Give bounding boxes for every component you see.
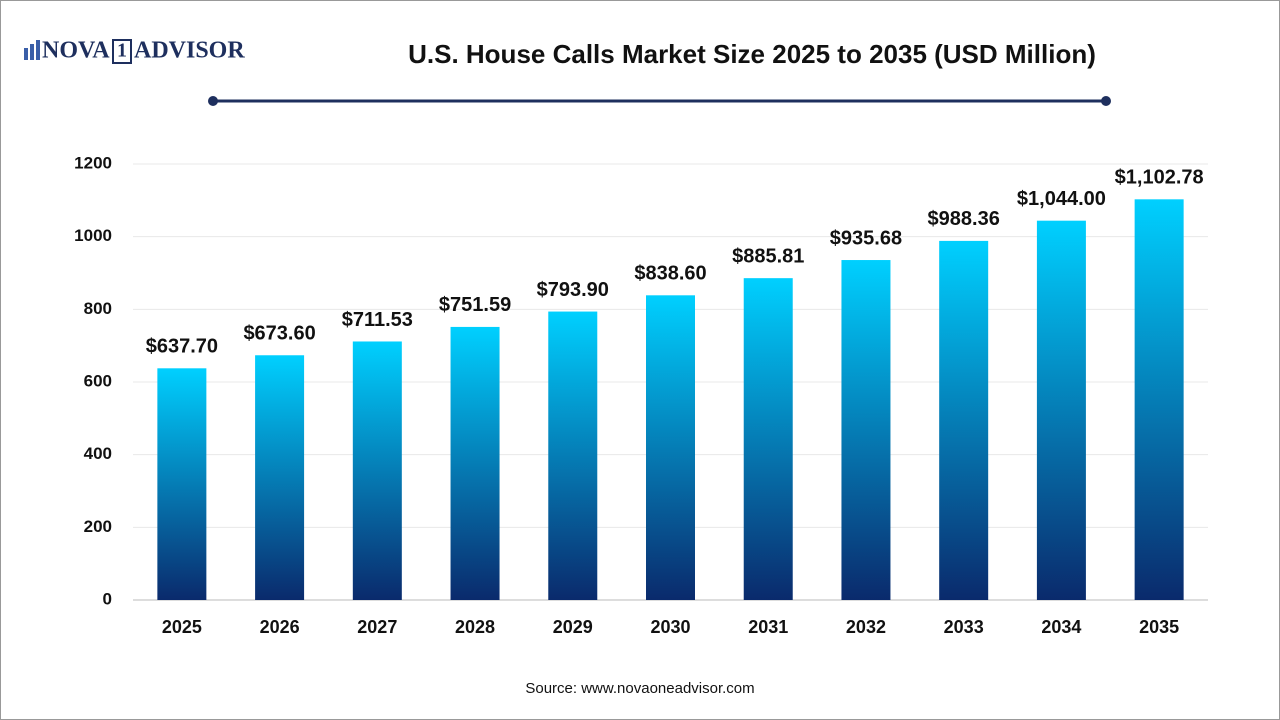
value-label: $793.90 [537,279,609,301]
logo-text: ADVISOR [134,38,245,64]
chart-title: U.S. House Calls Market Size 2025 to 203… [408,39,1096,69]
x-tick-label: 2033 [944,617,984,637]
value-label: $935.68 [830,227,902,249]
x-tick-label: 2031 [748,617,788,637]
bar [841,260,891,600]
bar [743,278,793,600]
x-tick-label: 2026 [260,617,300,637]
rule-dot [1101,96,1111,106]
logo-bar [30,44,34,60]
y-tick-label: 600 [84,371,112,390]
value-label: $988.36 [928,208,1000,230]
value-label: $1,044.00 [1017,188,1106,210]
value-label: $1,102.78 [1115,167,1204,189]
rule-dot [208,96,218,106]
y-tick-label: 400 [84,444,112,463]
logo-mark: 1 [117,40,127,62]
x-tick-label: 2030 [650,617,690,637]
logo-text: NOVA [42,38,110,64]
logo-bar [36,40,40,60]
bar [450,326,500,600]
y-tick-label: 1000 [74,226,112,245]
source: Source: www.novaoneadvisor.com [525,680,754,697]
bar [1134,199,1184,600]
logo-box [112,39,132,64]
bar [255,355,305,600]
x-tick-label: 2027 [357,617,397,637]
y-tick-label: 0 [103,589,112,608]
value-label: $637.70 [146,336,218,358]
y-tick-label: 1200 [74,153,112,172]
value-label: $838.60 [634,263,706,285]
x-tick-label: 2025 [162,617,202,637]
logo-bar [24,48,28,60]
value-label: $751.59 [439,294,511,316]
x-tick-label: 2035 [1139,617,1179,637]
x-tick-label: 2028 [455,617,495,637]
bar [352,341,402,600]
logo: NOVA 1 ADVISOR [24,38,245,64]
y-tick-label: 800 [84,299,112,318]
x-tick-label: 2029 [553,617,593,637]
bar [1036,220,1086,600]
value-label: $885.81 [732,245,804,267]
value-label: $673.60 [243,323,315,345]
bar [548,311,598,600]
value-label: $711.53 [342,309,413,331]
bar [646,295,695,600]
x-tick-label: 2034 [1041,617,1081,637]
bar [939,240,989,600]
x-tick-label: 2032 [846,617,886,637]
y-tick-label: 200 [84,517,112,536]
bar [157,368,207,600]
